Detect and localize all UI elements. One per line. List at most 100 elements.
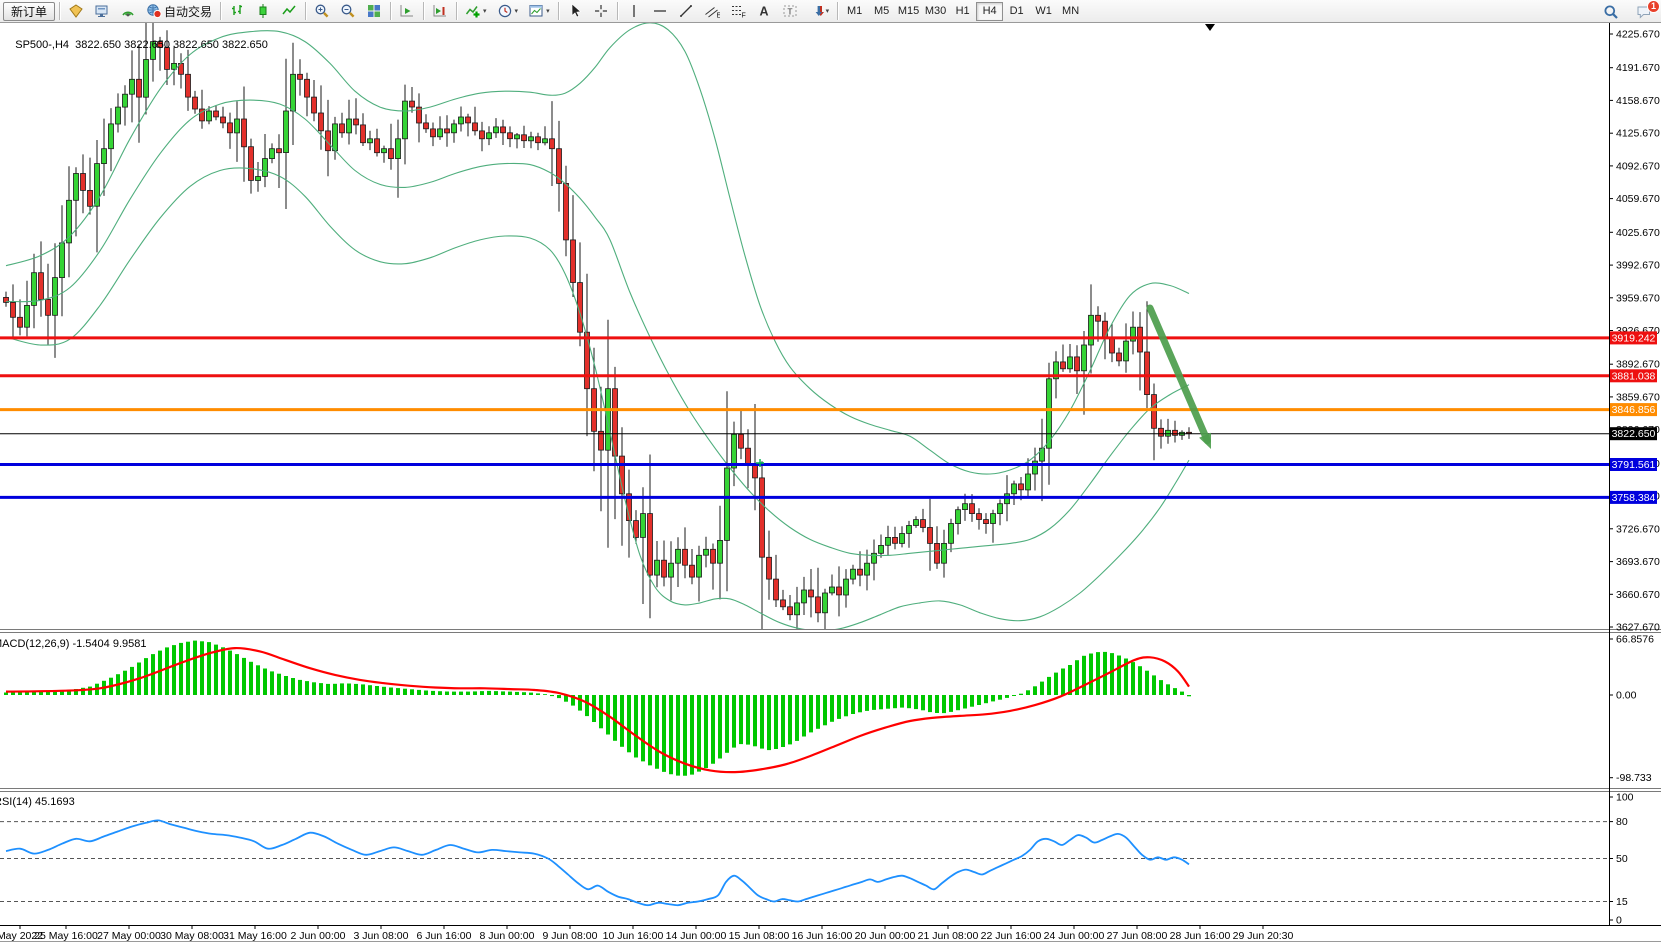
indicators-button[interactable]: ▾ xyxy=(461,1,491,21)
text-button[interactable]: A xyxy=(752,1,776,21)
candle xyxy=(1074,356,1080,372)
toolbar-separator xyxy=(220,2,222,20)
price-badge-3846.856 xyxy=(1610,403,1657,417)
bollinger-upper-band xyxy=(5,23,1190,475)
candle xyxy=(668,562,674,578)
timeframe-h4-button[interactable]: H4 xyxy=(976,1,1004,21)
time-tick-label: 6 Jun 16:00 xyxy=(417,930,472,942)
price-axis[interactable]: 4225.670 4191.670 4158.670 4125.670 4092.670… xyxy=(1609,29,1660,927)
bars-icon xyxy=(232,5,243,15)
candle xyxy=(423,122,429,130)
candle xyxy=(822,592,828,614)
candle xyxy=(703,548,709,556)
price-badge-label: 3846.856 xyxy=(1612,404,1656,416)
horizontal-line-button[interactable] xyxy=(648,1,672,21)
candle xyxy=(262,158,268,177)
time-tick-label: 10 Jun 16:00 xyxy=(603,930,664,942)
bar-chart-button[interactable] xyxy=(225,1,249,21)
timeframe-d1-button[interactable]: D1 xyxy=(1009,5,1024,17)
chat-button[interactable]: 1 xyxy=(1632,0,1660,22)
candle xyxy=(605,388,611,451)
equidistant-channel-button[interactable]: E xyxy=(700,1,724,21)
trend-arrow-head[interactable] xyxy=(1199,432,1211,449)
object-anchor-cross xyxy=(756,459,764,467)
candle xyxy=(157,41,163,48)
fibonacci-button[interactable]: F xyxy=(726,1,750,21)
chart-canvas[interactable]: 4225.670 4191.670 4158.670 4125.670 4092.670… xyxy=(0,23,1661,942)
crosshair-button[interactable] xyxy=(589,1,613,21)
dropdown-caret-icon[interactable]: ▾ xyxy=(825,8,830,15)
candlestick-chart-button[interactable] xyxy=(251,1,275,21)
periods-button[interactable]: ▾ xyxy=(493,1,523,21)
candle xyxy=(339,123,345,134)
timeframe-w1-button[interactable]: W1 xyxy=(1035,5,1052,17)
candle xyxy=(10,301,16,318)
candle xyxy=(241,118,247,148)
candle xyxy=(507,132,513,140)
dropdown-caret-icon[interactable]: ▾ xyxy=(514,8,519,15)
toolbar-right: 1 xyxy=(1598,0,1660,23)
zoom-out-button[interactable] xyxy=(336,1,360,21)
candle xyxy=(521,134,527,142)
text-label-button[interactable]: T xyxy=(778,1,802,21)
chart-shift-button[interactable] xyxy=(395,1,419,21)
timeframe-m30-button[interactable]: M30 xyxy=(924,5,947,17)
candle xyxy=(1046,378,1052,449)
candle xyxy=(899,533,905,544)
candle xyxy=(885,537,891,546)
candle xyxy=(661,559,667,578)
trendline-button[interactable] xyxy=(674,1,698,21)
timeframe-m1-button[interactable]: M1 xyxy=(846,5,863,17)
time-tick-label: 20 Jun 00:00 xyxy=(855,930,916,942)
candle xyxy=(1025,473,1031,491)
candle xyxy=(479,130,485,140)
dropdown-caret-icon[interactable]: ▾ xyxy=(546,8,550,15)
trend-arrow[interactable] xyxy=(1146,304,1211,445)
tile-windows-button[interactable] xyxy=(362,1,386,21)
price-tick-label: 3693.670 xyxy=(1616,556,1660,568)
line-chart-button[interactable] xyxy=(277,1,301,21)
candle xyxy=(864,562,870,576)
dropdown-caret-icon[interactable]: ▾ xyxy=(483,8,487,15)
candle xyxy=(1130,326,1136,342)
timeframe-h1-button[interactable]: H1 xyxy=(955,5,970,17)
rsi-panel xyxy=(0,819,1609,907)
price-badge-3919.242 xyxy=(1610,331,1657,345)
price-badge-label: 3881.038 xyxy=(1612,370,1656,382)
timeframe-m5-button[interactable]: M5 xyxy=(873,5,890,17)
candle xyxy=(556,148,562,184)
autotrading-button[interactable]: 自动交易 xyxy=(142,1,216,21)
vertical-line-button[interactable] xyxy=(622,1,646,21)
time-tick-label: 31 May 16:00 xyxy=(223,930,287,942)
candle xyxy=(542,138,548,144)
templates-button[interactable]: ▾ xyxy=(524,1,554,21)
svg-text:F: F xyxy=(741,13,745,20)
timeframe-m15-button[interactable]: M15 xyxy=(897,5,920,17)
arrows-button[interactable]: ▾ xyxy=(804,1,834,21)
candle xyxy=(213,110,219,118)
cursor-button[interactable] xyxy=(563,1,587,21)
candle xyxy=(857,568,863,576)
timeframe-mn-button[interactable]: MN xyxy=(1062,5,1080,17)
time-tick-label: 25 May 16:00 xyxy=(34,930,98,942)
price-tick-label: 3726.670 xyxy=(1616,523,1660,535)
candle xyxy=(171,63,177,70)
zoom-in-button[interactable] xyxy=(310,1,334,21)
terminal-button[interactable] xyxy=(90,1,114,21)
candle xyxy=(122,93,128,108)
auto-scroll-button[interactable] xyxy=(428,1,452,21)
candle xyxy=(1039,447,1045,462)
candle xyxy=(283,110,289,153)
market-button[interactable] xyxy=(64,1,88,21)
signal-button[interactable] xyxy=(116,1,140,21)
candle xyxy=(815,596,821,614)
new-order-button[interactable]: 新订单 xyxy=(3,1,56,21)
candle xyxy=(766,556,772,580)
candle xyxy=(234,118,240,134)
search-button[interactable] xyxy=(1599,2,1623,22)
price-tick-label: 4092.670 xyxy=(1616,160,1660,172)
candle xyxy=(290,73,296,112)
price-badge-3881.038 xyxy=(1610,369,1657,383)
candle xyxy=(920,519,926,528)
